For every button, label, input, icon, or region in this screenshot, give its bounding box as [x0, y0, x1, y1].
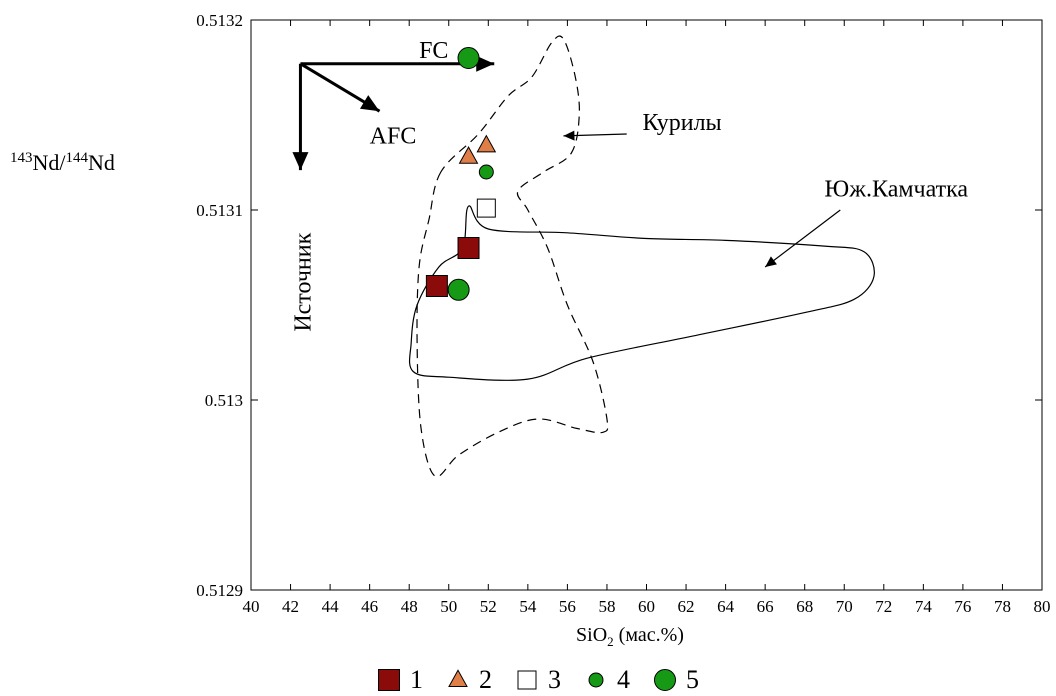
- arrow-head: [765, 256, 777, 267]
- legend-marker: [589, 673, 603, 687]
- x-tick-label: 50: [440, 597, 457, 616]
- annotation-labels: FC AFC Источник Курилы Юж.Камчатка: [290, 38, 968, 332]
- x-tick-label: 76: [954, 597, 971, 616]
- y-tick-label: 0.5131: [196, 201, 243, 220]
- legend-marker-icon: [652, 667, 678, 693]
- x-tick-label: 44: [322, 597, 340, 616]
- x-tick-label: 56: [559, 597, 576, 616]
- x-tick-label: 66: [757, 597, 774, 616]
- legend-item: 4: [583, 665, 630, 695]
- x-tick-label: 58: [598, 597, 615, 616]
- y-axis-label: 143Nd/144Nd: [10, 150, 115, 176]
- data-point-series-5: [448, 279, 469, 300]
- y-label-mass-a: 143: [10, 150, 33, 166]
- y-axis-ticks: 0.5129 0.513 0.5131 0.5132: [196, 11, 1042, 600]
- x-tick-label: 72: [875, 597, 892, 616]
- legend-marker: [449, 670, 467, 686]
- x-tick-label: 68: [796, 597, 813, 616]
- legend-marker: [379, 670, 400, 691]
- x-label-base: SiO: [576, 624, 607, 646]
- y-label-element-a: Nd: [33, 150, 60, 175]
- legend-label: 5: [686, 665, 699, 695]
- region-kamchatka-outline: [410, 206, 875, 380]
- legend-label: 3: [548, 665, 561, 695]
- annotation-label: Курилы: [643, 110, 722, 136]
- annotation-label: Источник: [290, 232, 316, 331]
- x-tick-label: 62: [678, 597, 695, 616]
- legend-item: 3: [514, 665, 561, 695]
- y-label-mass-b: 144: [66, 150, 89, 166]
- y-tick-label: 0.513: [205, 391, 243, 410]
- data-point-series-1: [426, 276, 447, 297]
- annotation-label: FC: [419, 38, 448, 64]
- legend-label: 4: [617, 665, 630, 695]
- data-points: [426, 48, 495, 301]
- data-point-series-3: [477, 199, 495, 217]
- data-point-series-1: [458, 238, 479, 259]
- x-tick-label: 74: [915, 597, 933, 616]
- x-tick-label: 78: [994, 597, 1011, 616]
- data-point-series-5: [458, 48, 479, 69]
- legend-item: 5: [652, 665, 699, 695]
- x-tick-label: 46: [361, 597, 378, 616]
- x-tick-label: 64: [717, 597, 735, 616]
- legend: 1 2 3 4 5: [376, 665, 721, 695]
- annotation-label: Юж.Камчатка: [824, 177, 968, 203]
- x-tick-label: 42: [282, 597, 299, 616]
- legend-marker-icon: [445, 667, 471, 693]
- x-tick-label: 70: [836, 597, 853, 616]
- x-axis-label: SiO2 (мас.%): [520, 624, 740, 650]
- x-tick-label: 54: [519, 597, 537, 616]
- annotation-arrows: [292, 56, 840, 267]
- data-point-series-4: [479, 165, 493, 179]
- data-point-series-2: [477, 136, 495, 152]
- legend-marker: [655, 670, 676, 691]
- x-tick-label: 48: [401, 597, 418, 616]
- legend-marker-icon: [376, 667, 402, 693]
- x-tick-label: 60: [638, 597, 655, 616]
- x-label-unit: (мас.%): [614, 624, 684, 646]
- legend-item: 1: [376, 665, 423, 695]
- legend-marker-icon: [514, 667, 540, 693]
- y-tick-label: 0.5132: [196, 11, 243, 30]
- arrow-head: [360, 95, 380, 111]
- legend-label: 2: [479, 665, 492, 695]
- legend-item: 2: [445, 665, 492, 695]
- region-kurily-outline: [417, 36, 608, 477]
- y-tick-label: 0.5129: [196, 581, 243, 600]
- legend-marker: [518, 671, 536, 689]
- arrow-head: [563, 131, 574, 141]
- annotation-label: AFC: [370, 124, 417, 150]
- x-tick-label: 40: [243, 597, 260, 616]
- y-label-element-b: Nd: [88, 150, 115, 175]
- arrow-shaft: [765, 210, 840, 267]
- arrow-head: [292, 152, 308, 170]
- x-tick-label: 52: [480, 597, 497, 616]
- legend-marker-icon: [583, 667, 609, 693]
- x-tick-label: 80: [1034, 597, 1051, 616]
- legend-label: 1: [410, 665, 423, 695]
